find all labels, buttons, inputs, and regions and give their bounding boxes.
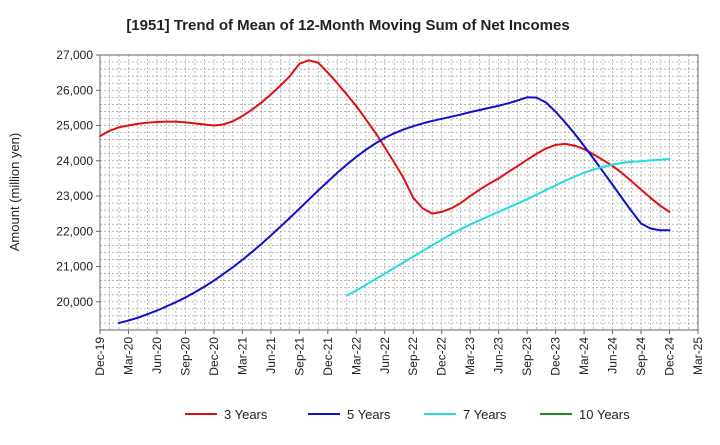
x-tick-label: Dec-19 (93, 337, 107, 376)
y-axis-label: Amount (million yen) (7, 133, 22, 252)
y-tick-label: 23,000 (56, 189, 93, 203)
y-tick-label: 25,000 (56, 119, 93, 133)
x-tick-label: Sep-21 (292, 337, 306, 376)
series-line-5-years (117, 96, 671, 324)
legend-label-3-years: 3 Years (224, 407, 268, 422)
x-tick-label: Dec-21 (321, 337, 335, 376)
y-tick-label: 27,000 (56, 48, 93, 62)
grid (100, 55, 698, 330)
x-tick-label: Mar-23 (463, 337, 477, 375)
x-tick-label: Jun-23 (492, 337, 506, 374)
x-tick-label: Sep-24 (634, 337, 648, 376)
x-tick-label: Jun-24 (606, 337, 620, 374)
chart-title: [1951] Trend of Mean of 12-Month Moving … (126, 17, 569, 34)
series-lines (99, 59, 671, 324)
y-tick-label: 26,000 (56, 83, 93, 97)
x-tick-label: Dec-20 (207, 337, 221, 376)
x-tick-label: Sep-23 (520, 337, 534, 376)
plot-area-frame (99, 54, 699, 331)
legend-label-10-years: 10 Years (579, 407, 630, 422)
x-tick-label: Mar-22 (349, 337, 363, 375)
x-tick-label: Mar-21 (235, 337, 249, 375)
x-tick-label: Sep-20 (178, 337, 192, 376)
x-tick-label: Jun-22 (378, 337, 392, 374)
y-axis-ticks: 20,000 21,000 22,000 23,000 24,000 25,000 26,0… (56, 48, 100, 309)
y-tick-label: 20,000 (56, 295, 93, 309)
y-tick-label: 21,000 (56, 260, 93, 274)
x-tick-label: Mar-20 (121, 337, 135, 375)
x-tick-label: Mar-25 (691, 337, 705, 375)
y-tick-label: 22,000 (56, 224, 93, 238)
series-line-7-years (345, 158, 671, 297)
series-line-3-years (99, 59, 671, 215)
legend: 3 Years 5 Years 7 Years 10 Years (185, 407, 630, 422)
x-tick-label: Jun-21 (264, 337, 278, 374)
x-tick-label: Dec-24 (663, 337, 677, 376)
x-tick-label: Mar-24 (577, 337, 591, 375)
x-tick-label: Sep-22 (406, 337, 420, 376)
x-tick-label: Dec-22 (435, 337, 449, 376)
x-tick-label: Jun-20 (150, 337, 164, 374)
x-axis-ticks: Dec-19 Mar-20 Jun-20 Sep-20 Dec-20 Mar-21 Jun-… (93, 330, 705, 376)
legend-label-5-years: 5 Years (347, 407, 391, 422)
x-tick-label: Dec-23 (549, 337, 563, 376)
legend-label-7-years: 7 Years (463, 407, 507, 422)
y-tick-label: 24,000 (56, 154, 93, 168)
